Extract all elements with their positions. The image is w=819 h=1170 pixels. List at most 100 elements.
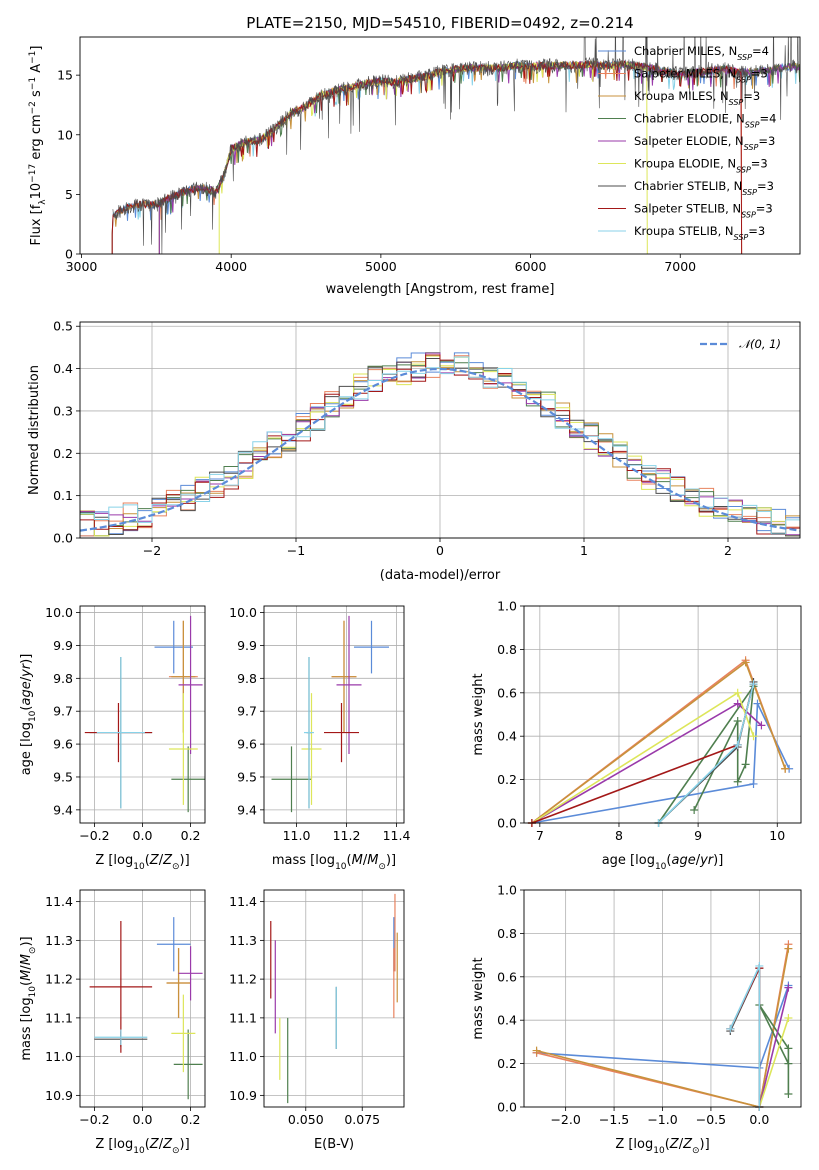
y-tick-label: 0.2 [53, 446, 73, 461]
series-line-chabrier_elodie [758, 1004, 790, 1094]
series-line-salpeter_elodie [531, 702, 762, 824]
y-tick-label: 0.6 [497, 685, 517, 700]
y-tick-label: 9.4 [237, 802, 257, 817]
x-tick-label: 0.0 [749, 1112, 769, 1127]
y-tick-label: 0 [65, 247, 73, 262]
y-tick-label: 0.4 [53, 361, 73, 376]
y-tick-label: 9.4 [53, 802, 73, 817]
x-tick-label: −0.2 [79, 828, 109, 843]
x-tick-label: −1.0 [647, 1112, 677, 1127]
mass_vs_Z-axes: −0.2 0.0 0.2 10.9 11.0 11.1 11.2 11.3 11.4 Z [log… [19, 890, 205, 1156]
series-marker-chabrier_elodie [741, 760, 750, 769]
y-tick-label: 9.7 [53, 704, 73, 719]
spectrum-xlabel: wavelength [Angstrom, rest frame] [326, 282, 555, 297]
series-marker-chabrier_elodie [784, 1089, 793, 1098]
mass_vs_Z-ylabel: mass [log10(M/M⊙)] [19, 936, 38, 1060]
spectrum-lines [111, 37, 800, 254]
y-tick-label: 10.9 [45, 1088, 73, 1103]
x-tick-label: 8 [615, 828, 623, 843]
y-tick-label: 10 [57, 127, 73, 142]
mass_vs_Z-points [89, 917, 203, 1100]
y-tick-label: 11.4 [45, 894, 73, 909]
spectrum-kroupa_elodie [218, 60, 648, 254]
x-tick-label: 1 [580, 543, 588, 558]
series-marker-chabrier_miles [749, 779, 758, 788]
y-tick-label: 9.7 [237, 704, 257, 719]
y-tick-label: 11.0 [45, 1049, 73, 1064]
x-tick-label: 0.2 [181, 1112, 201, 1127]
mass_weight_vs_age-frame [523, 605, 802, 824]
y-tick-label: 1.0 [497, 883, 517, 898]
legend-label: Salpeter ELODIE, NSSP=3 [634, 134, 775, 152]
legend-label: Kroupa STELIB, NSSP=3 [634, 224, 765, 242]
legend-label: Chabrier MILES, NSSP=4 [634, 44, 769, 62]
y-tick-label: 5 [65, 187, 73, 202]
legend-label: Kroupa MILES, NSSP=3 [634, 89, 760, 107]
legend-label: Chabrier ELODIE, NSSP=4 [634, 112, 776, 130]
series-line-kroupa_stelib [729, 965, 761, 1107]
y-tick-label: 9.6 [237, 737, 257, 752]
spectrum-observed [112, 37, 800, 254]
mass_vs_ebv-xlabel: E(B-V) [314, 1137, 354, 1152]
residuals-frame [79, 321, 801, 539]
mass_vs_ebv-frame [263, 889, 405, 1108]
x-tick-label: −2.0 [550, 1112, 580, 1127]
figure-title: PLATE=2150, MJD=54510, FIBERID=0492, z=0… [246, 14, 633, 32]
y-tick-label: 11.4 [229, 894, 257, 909]
series-marker-kroupa_miles [532, 1046, 541, 1055]
y-tick-label: 0.2 [497, 772, 517, 787]
age_vs_mass-frame [263, 605, 405, 824]
y-tick-label: 11.1 [45, 1010, 73, 1025]
series-marker-kroupa_elodie [784, 1014, 793, 1023]
normal-curve [80, 367, 800, 532]
y-tick-label: 9.8 [237, 671, 257, 686]
series-marker-chabrier_elodie [784, 1044, 793, 1053]
y-tick-label: 0.4 [497, 1013, 517, 1028]
age_vs_Z-points [84, 615, 205, 813]
legend-label: Salpeter STELIB, NSSP=3 [634, 202, 773, 220]
y-tick-label: 0.0 [497, 1100, 517, 1115]
x-tick-label: 10 [769, 828, 785, 843]
y-tick-label: 11.3 [229, 933, 257, 948]
y-tick-label: 0.8 [497, 642, 517, 657]
y-tick-label: 9.8 [53, 671, 73, 686]
x-tick-label: 0.0 [133, 1112, 153, 1127]
mass_weight_vs_Z-frame [523, 889, 802, 1108]
y-tick-label: 0.4 [497, 729, 517, 744]
y-tick-label: 9.9 [237, 638, 257, 653]
age_vs_Z-frame [79, 605, 206, 824]
series-line-salpeter_stelib [729, 967, 761, 1107]
mass_weight_vs_Z-axes: −2.0 −1.5 −1.0 −0.5 0.0 0.0 0.2 0.4 0.6 0.8 1.0 Z [… [471, 883, 801, 1156]
x-tick-label: −0.5 [696, 1112, 726, 1127]
spectrum-ylabel: Flux [fλ10−17 erg cm−2 s−1 A−1] [28, 46, 48, 246]
mass_vs_ebv-points [270, 893, 398, 1104]
age_vs_mass-axes: 11.0 11.2 11.4 9.4 9.5 9.6 9.7 9.8 9.9 10.0 mass [… [229, 605, 410, 872]
x-tick-label: 2 [724, 543, 732, 558]
mass_weight_vs_age-series [527, 656, 794, 827]
histogram-salpeter_stelib [80, 354, 800, 538]
residuals-axes: −2 −1 0 1 2 0.0 0.1 0.2 0.3 0.4 0.5 (data-model)/er… [27, 319, 800, 583]
x-tick-label: 11.2 [333, 828, 361, 843]
legend-label: 𝒩(0, 1) [739, 337, 781, 351]
age_vs_Z-xlabel: Z [log10(Z/Z⊙)] [95, 853, 189, 872]
y-tick-label: 0.0 [53, 531, 73, 546]
y-tick-label: 9.9 [53, 638, 73, 653]
y-tick-label: 9.6 [53, 737, 73, 752]
series-marker-kroupa_stelib [733, 740, 742, 749]
y-tick-label: 9.5 [53, 769, 73, 784]
series-marker-kroupa_stelib [749, 680, 758, 689]
y-tick-label: 11.3 [45, 933, 73, 948]
series-marker-kroupa_elodie [749, 732, 758, 741]
mass_weight_vs_age-axes: 7 8 9 10 0.0 0.2 0.4 0.6 0.8 1.0 age [log10(age/yr… [471, 599, 801, 872]
residuals-legend: 𝒩(0, 1) [700, 337, 781, 351]
x-tick-label: 0.0 [133, 828, 153, 843]
mass_weight_vs_Z-ylabel: mass weight [471, 957, 486, 1039]
spectrum-frame [79, 36, 801, 255]
spectrum-axes: 3000 4000 5000 6000 7000 0 5 10 15 wavelength [An… [28, 46, 696, 298]
series-line-salpeter_elodie [758, 987, 790, 1108]
x-tick-label: 11.0 [283, 828, 311, 843]
y-tick-label: 10.0 [45, 605, 73, 620]
x-tick-label: −1 [287, 543, 305, 558]
series-marker-kroupa_stelib [726, 1024, 735, 1033]
